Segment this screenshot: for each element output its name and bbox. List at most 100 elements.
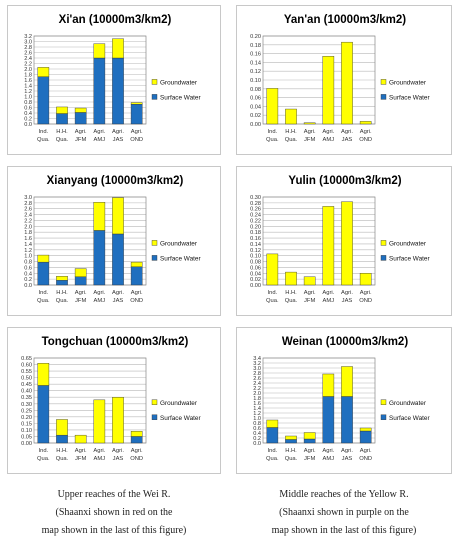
x-tick-label: Qua. — [285, 298, 298, 304]
x-tick-label: Qua. — [285, 137, 298, 143]
chart-xianyang: Xianyang (10000m3/km2) 0.0 0.2 0.4 0.6 0.8 1.0… — [7, 166, 221, 316]
y-tick-label: 0.40 — [21, 389, 32, 395]
bar-groundwater — [74, 268, 87, 277]
x-tick-label: Agri. — [360, 129, 372, 135]
bar-groundwater — [93, 202, 106, 231]
legend-label-surface-water: Surface Water — [160, 415, 201, 422]
x-tick-label: JAS — [113, 137, 124, 143]
bar-surface-water — [130, 436, 143, 444]
bar-groundwater — [130, 261, 143, 268]
x-tick-label: H.H. — [56, 448, 68, 454]
y-tick-label: 2.4 — [24, 213, 32, 219]
y-tick-label: 2.2 — [253, 386, 261, 392]
y-tick-label: 2.0 — [24, 67, 32, 73]
chart-tongchuan: Tongchuan (10000m3/km2) 0.00 0.05 0.10 0.15 0… — [7, 327, 221, 474]
legend-swatch-surface-water — [380, 414, 387, 420]
legend-label-surface-water: Surface Water — [389, 94, 430, 101]
y-tick-label: 0.22 — [250, 218, 261, 224]
x-tick-label: H.H. — [285, 448, 297, 454]
y-tick-label: 0.00 — [21, 441, 32, 447]
legend-label-surface-water: Surface Water — [389, 255, 430, 262]
caption-right-line-2: (Shaanxi shown in purple on the — [279, 507, 409, 518]
y-tick-label: 1.2 — [253, 411, 261, 417]
legend-label-groundwater: Groundwater — [160, 79, 198, 86]
y-tick-label: 0.24 — [250, 213, 261, 219]
y-tick-label: 1.8 — [24, 230, 32, 236]
x-tick-label: Agri. — [322, 448, 334, 454]
bar-surface-water — [56, 113, 68, 125]
bar-surface-water — [285, 439, 297, 444]
plot-frame — [33, 35, 147, 125]
legend-swatch-surface-water — [380, 94, 387, 100]
bar-groundwater — [303, 122, 316, 125]
x-tick-label: Agri. — [75, 129, 87, 135]
bar-groundwater — [74, 434, 87, 444]
y-tick-label: 2.2 — [24, 62, 32, 68]
chart-weinan: Weinan (10000m3/km2) 0.0 0.2 0.4 0.6 0.8 1.0 1.… — [236, 327, 452, 474]
bar-groundwater — [322, 373, 335, 397]
x-tick-label: Agri. — [360, 290, 372, 296]
legend-swatch-groundwater — [380, 399, 387, 405]
plot-frame — [33, 196, 147, 286]
chart-svg: Xianyang (10000m3/km2) 0.00.20.40.60.81.0… — [24, 175, 201, 304]
legend-swatch-surface-water — [151, 255, 158, 261]
x-tick-label: Qua. — [56, 456, 69, 462]
legend-label-surface-water: Surface Water — [160, 94, 201, 101]
bar-groundwater — [285, 271, 297, 286]
bar-groundwater — [93, 43, 106, 59]
chart-title: Xianyang (10000m3/km2) — [47, 175, 184, 187]
x-tick-label: AMJ — [323, 137, 335, 143]
x-tick-label: Agri. — [75, 448, 87, 454]
x-tick-label: Agri. — [112, 129, 124, 135]
y-tick-label: 0.0 — [24, 122, 32, 128]
legend-label-groundwater: Groundwater — [389, 240, 427, 247]
x-tick-label: Agri. — [131, 448, 143, 454]
y-tick-label: 0.6 — [253, 426, 261, 432]
y-tick-label: 0.00 — [250, 283, 261, 289]
bar-groundwater — [303, 432, 316, 440]
bar-surface-water — [322, 396, 335, 444]
y-tick-label: 0.00 — [250, 122, 261, 128]
y-tick-label: 0.50 — [21, 376, 32, 382]
y-tick-label: 0.14 — [250, 242, 261, 248]
legend-swatch-groundwater — [380, 240, 387, 246]
y-tick-label: 1.0 — [24, 95, 32, 101]
y-tick-label: 2.8 — [24, 45, 32, 51]
y-tick-label: 0.08 — [250, 87, 261, 93]
x-tick-label: Qua. — [266, 298, 279, 304]
y-tick-label: 0.02 — [250, 113, 261, 119]
y-tick-label: 0.28 — [250, 201, 261, 207]
x-tick-label: H.H. — [285, 290, 297, 296]
y-tick-label: 2.6 — [24, 207, 32, 213]
x-tick-label: OND — [359, 298, 372, 304]
y-tick-label: 1.0 — [253, 416, 261, 422]
x-tick-label: Agri. — [75, 290, 87, 296]
y-tick-label: 0.45 — [21, 382, 32, 388]
legend-label-groundwater: Groundwater — [389, 79, 427, 86]
bar-groundwater — [37, 67, 50, 77]
plot-frame — [262, 196, 376, 286]
bar-surface-water — [37, 261, 50, 286]
y-tick-label: 0.04 — [250, 104, 261, 110]
y-tick-label: 1.2 — [24, 89, 32, 95]
x-tick-label: Agri. — [93, 448, 105, 454]
y-tick-label: 0.06 — [250, 265, 261, 271]
y-tick-label: 1.4 — [24, 242, 32, 248]
y-tick-label: 0.12 — [250, 248, 261, 254]
y-tick-label: 1.8 — [253, 396, 261, 402]
legend-swatch-groundwater — [151, 399, 158, 405]
y-tick-label: 3.2 — [24, 34, 32, 40]
bar-surface-water — [341, 396, 353, 444]
bar-groundwater — [56, 106, 68, 114]
bar-groundwater — [266, 253, 279, 286]
x-tick-label: Agri. — [131, 290, 143, 296]
bar-surface-water — [37, 76, 50, 125]
y-tick-label: 3.0 — [253, 366, 261, 372]
bar-surface-water — [37, 385, 50, 444]
caption-left-line-2: (Shaanxi shown in red on the — [55, 507, 173, 518]
y-tick-label: 0.06 — [250, 96, 261, 102]
bar-groundwater — [112, 38, 124, 59]
x-tick-label: AMJ — [94, 456, 106, 462]
x-tick-label: JAS — [113, 456, 124, 462]
legend-label-groundwater: Groundwater — [389, 400, 427, 407]
